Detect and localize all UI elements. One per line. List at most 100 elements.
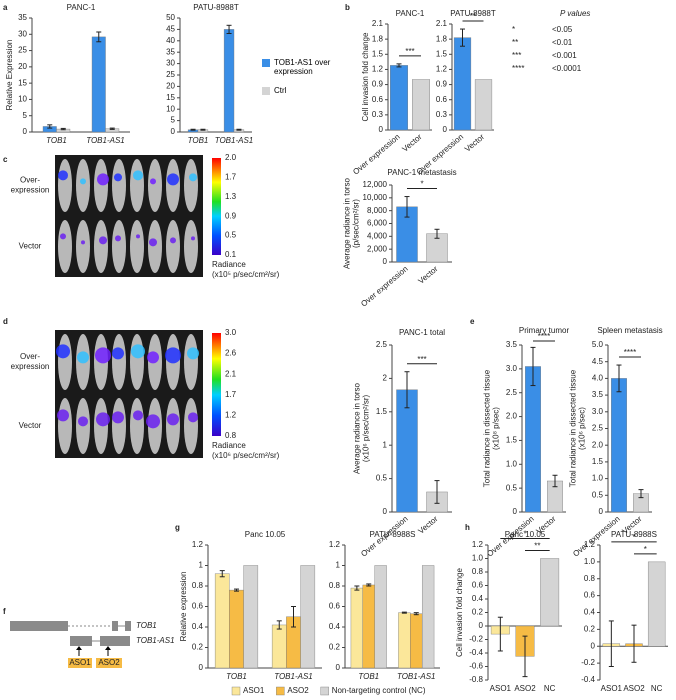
significance-label: ** (470, 12, 476, 21)
error-bar (638, 489, 644, 499)
legend-swatch (231, 686, 241, 696)
x-tick-label: Over expression (359, 264, 409, 308)
significance-label: ** (534, 542, 540, 551)
aso-label: ASO1 (69, 658, 91, 667)
legend-swatch (276, 686, 285, 696)
error-bar (190, 128, 196, 131)
significance-label: * (644, 545, 647, 554)
y-tick-label: 0.6 (584, 591, 596, 600)
legend-label: ASO1 (243, 686, 265, 695)
error-bar (109, 127, 115, 130)
x-tick-label: TOB1 (188, 136, 209, 145)
signal (114, 173, 122, 182)
y-tick-label: 0.6 (192, 602, 204, 611)
mouse (184, 220, 198, 273)
signal (133, 170, 143, 181)
chart-title: PANC-1 metastasis (387, 168, 456, 177)
mouse (166, 398, 180, 454)
y-axis-label: Average radiance in torso (343, 177, 352, 269)
signal (77, 351, 89, 364)
y-tick-label: 1.8 (372, 34, 384, 43)
signal (97, 173, 109, 186)
x-tick-label: ASO2 (514, 684, 536, 693)
y-tick-label: -0.6 (469, 662, 483, 671)
error-bar (522, 635, 528, 678)
y-tick-label: 45 (166, 25, 175, 34)
signal (167, 173, 179, 186)
y-tick-label: 0 (599, 507, 604, 516)
y-tick-label: 10 (18, 95, 27, 104)
aso-label: ASO2 (98, 658, 120, 667)
y-tick-label: 0.2 (329, 643, 341, 652)
colorbar (212, 333, 221, 436)
y-tick-label: 20 (18, 62, 27, 71)
signal (167, 413, 179, 426)
y-tick-label: 3.5 (592, 390, 604, 399)
y-tick-label: 2.0 (592, 440, 604, 449)
y-tick-label: 4,000 (367, 231, 388, 240)
y-tick-label: 1.2 (436, 65, 448, 74)
y-tick-label: 1.0 (584, 557, 596, 566)
bar (540, 558, 560, 627)
bar (362, 584, 375, 669)
mouse (58, 334, 72, 390)
y-axis-label: (x10⁶ p/sec/cm²/sr) (362, 395, 371, 463)
colorbar-units: (x10⁶ p/sec/cm²/sr) (212, 451, 280, 460)
significance-label: * (632, 533, 635, 542)
y-tick-label: 0.2 (472, 608, 484, 617)
bar (474, 79, 493, 131)
colorbar-label: Radiance (212, 441, 246, 450)
y-tick-label: 5 (171, 116, 176, 125)
y-tick-label: 2.5 (592, 424, 604, 433)
y-tick-label: -0.4 (581, 675, 595, 684)
p-values-threshold: <0.01 (552, 38, 573, 47)
y-tick-label: 0 (479, 621, 484, 630)
colorbar-tick-label: 1.3 (225, 192, 237, 201)
signal (96, 412, 110, 427)
colorbar-tick-label: 0.8 (225, 431, 237, 440)
panel-letter: g (175, 523, 180, 532)
error-bar (434, 480, 440, 504)
y-tick-label: 30 (166, 59, 175, 68)
y-tick-label: 0.6 (329, 602, 341, 611)
y-tick-label: 0.8 (584, 574, 596, 583)
legend-entry: TOB1-AS1 over expression (262, 58, 342, 76)
y-tick-label: 1 (336, 561, 341, 570)
bar (611, 378, 627, 513)
error-bar (200, 128, 206, 131)
error-bar (47, 124, 53, 129)
y-tick-label: 1 (199, 561, 204, 570)
image-row-label: Vector (19, 421, 42, 430)
y-tick-label: -0.8 (469, 675, 483, 684)
bar (374, 565, 387, 669)
mouse (166, 220, 180, 273)
signal (80, 178, 86, 185)
signal (149, 238, 157, 247)
y-axis-label: (x10⁸ p/sec) (492, 407, 501, 450)
x-tick-label: NC (544, 684, 556, 693)
mouse (94, 159, 108, 212)
error-bar (552, 474, 558, 488)
y-tick-label: 0 (379, 125, 384, 134)
error-bar (631, 624, 637, 663)
y-tick-label: 2.5 (506, 388, 518, 397)
y-tick-label: 20 (166, 82, 175, 91)
y-tick-label: 3.5 (506, 340, 518, 349)
bar (350, 587, 364, 669)
bar (647, 561, 666, 647)
y-axis-label: (p/sec/cm²/sr) (352, 199, 361, 248)
y-tick-label: 0 (443, 125, 448, 134)
x-tick-label: ASO1 (601, 684, 623, 693)
panel-letter: h (465, 523, 470, 532)
y-tick-label: 0.8 (329, 581, 341, 590)
mouse (76, 159, 90, 212)
significance-label: * (523, 530, 526, 539)
significance-label: *** (405, 47, 414, 56)
error-bar (404, 371, 410, 409)
x-tick-label: Vector (416, 264, 439, 286)
y-tick-label: -0.2 (469, 635, 483, 644)
y-tick-label: 0 (383, 507, 388, 516)
colorbar-tick-label: 2.1 (225, 369, 237, 378)
error-bar (434, 228, 440, 239)
gene-diagram (10, 621, 131, 668)
